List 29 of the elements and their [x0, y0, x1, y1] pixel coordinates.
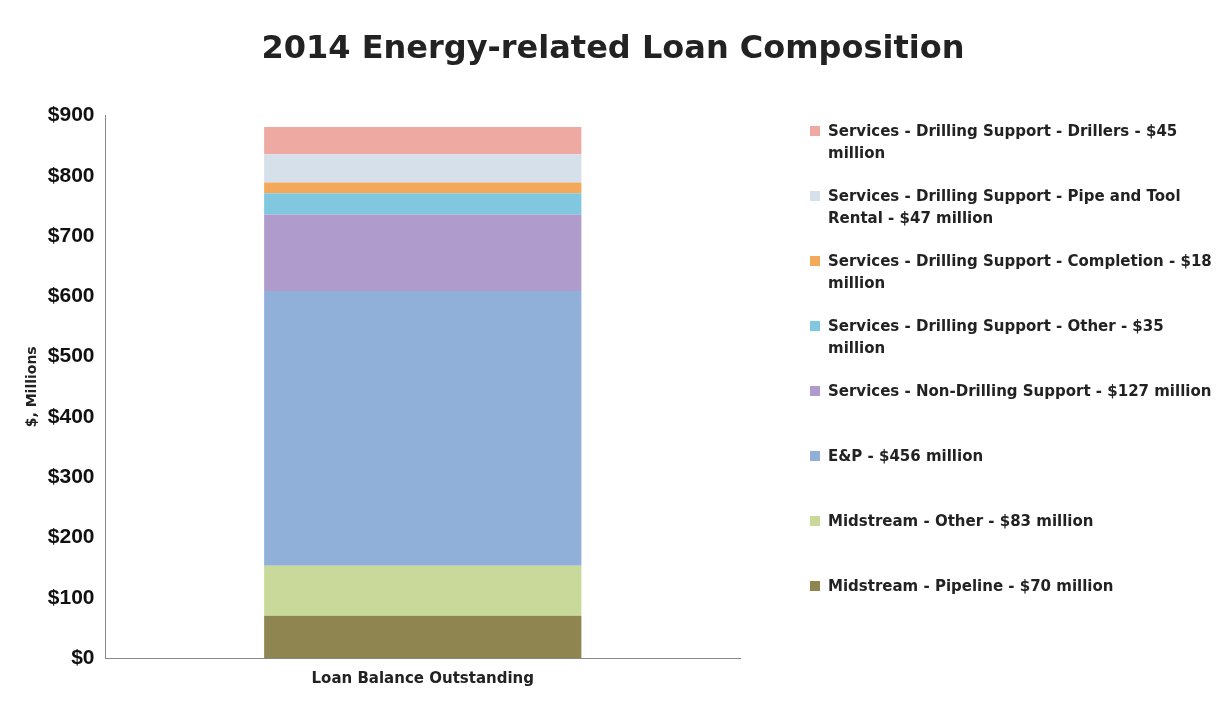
- y-tick-label: $200: [47, 524, 95, 548]
- bar: [264, 193, 582, 215]
- y-tick-label: $800: [47, 162, 95, 186]
- bar: [264, 182, 582, 194]
- legend-label: Midstream - Pipeline - $70 million: [828, 576, 1114, 597]
- bar: [264, 154, 582, 183]
- bar: [264, 127, 582, 155]
- y-tick-label: $600: [47, 283, 95, 307]
- y-tick-label: $400: [47, 403, 95, 427]
- bar: [264, 214, 582, 291]
- y-axis-title: $, Millions: [23, 346, 40, 428]
- legend-label: Midstream - Other - $83 million: [828, 511, 1094, 532]
- chart-title: 2014 Energy-related Loan Composition: [260, 28, 966, 66]
- bar: [264, 615, 582, 658]
- bar: [264, 565, 582, 616]
- legend-label: Services - Drilling Support - Drillers - $45 million: [828, 121, 1179, 164]
- y-tick-label: $100: [47, 584, 95, 608]
- legend-label: Services - Drilling Support - Pipe and Tool Rental - $47 million: [828, 186, 1182, 229]
- y-tick-label: $300: [47, 464, 95, 487]
- x-tick-label: Loan Balance Outstanding: [311, 668, 534, 687]
- legend-label: Services - Non-Drilling Support - $127 million: [828, 381, 1212, 402]
- legend-label: Services - Drilling Support - Completion - $18 million: [828, 251, 1213, 294]
- y-tick-label: $0: [71, 644, 95, 668]
- bar: [264, 290, 582, 566]
- y-tick-label: $500: [47, 343, 95, 367]
- y-tick-label: $700: [47, 222, 95, 246]
- legend-label: Services - Drilling Support - Other - $35 million: [828, 316, 1165, 359]
- legend-label: E&P - $456 million: [828, 446, 984, 467]
- y-tick-label: $900: [47, 102, 95, 126]
